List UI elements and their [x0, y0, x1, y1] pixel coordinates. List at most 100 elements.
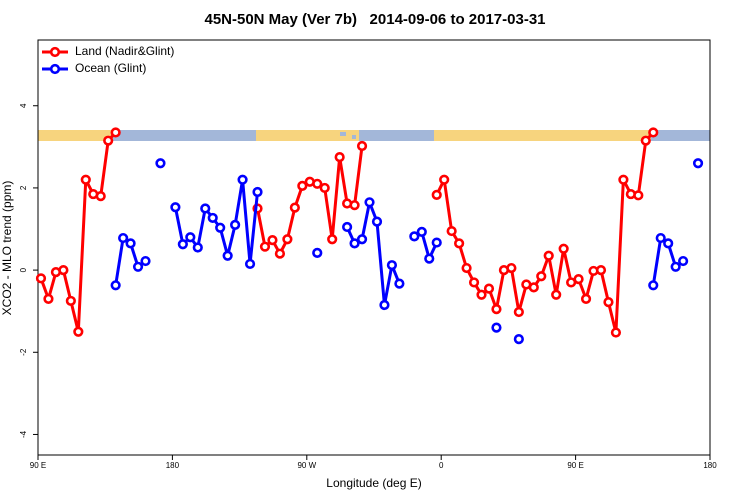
data-point	[267, 235, 278, 246]
data-point	[454, 238, 465, 249]
series	[35, 127, 659, 338]
series	[110, 158, 704, 345]
series-line	[435, 131, 655, 335]
data-point	[80, 174, 91, 185]
data-point	[192, 242, 203, 253]
data-point	[379, 299, 390, 311]
series-line	[173, 178, 260, 266]
data-point	[297, 180, 308, 191]
data-point	[573, 274, 584, 285]
x-tick-label: 180	[703, 461, 717, 470]
data-point	[551, 289, 562, 300]
y-tick-label: 4	[19, 103, 28, 108]
data-point	[327, 234, 338, 245]
data-point	[431, 237, 442, 248]
data-point	[215, 222, 226, 233]
data-point	[580, 293, 592, 304]
data-point	[110, 127, 121, 138]
x-tick-label: 90 E	[567, 461, 583, 470]
data-point	[603, 297, 614, 308]
data-point	[73, 326, 84, 337]
data-point	[513, 306, 524, 318]
legend-marker	[49, 46, 61, 58]
data-point	[356, 140, 368, 152]
data-point	[663, 238, 674, 249]
x-tick-label: 90 W	[297, 461, 316, 470]
y-axis-label: XCO2 - MLO trend (ppm)	[0, 181, 14, 316]
data-point	[103, 135, 114, 146]
chart-title: 45N-50N May (Ver 7b) 2014-09-06 to 2017-…	[204, 11, 545, 28]
data-point	[476, 289, 487, 300]
data-point	[513, 334, 524, 345]
data-point	[274, 248, 286, 259]
data-point	[155, 158, 166, 169]
data-point	[595, 264, 607, 276]
map-strip	[38, 130, 710, 141]
x-axis-label: Longitude (deg E)	[326, 476, 421, 490]
data-point	[125, 238, 136, 249]
data-point	[170, 202, 181, 213]
data-point	[461, 262, 472, 274]
data-point	[558, 243, 569, 254]
data-point	[648, 280, 659, 291]
data-point	[431, 189, 442, 201]
data-point	[312, 178, 323, 189]
plot-frame	[37, 39, 711, 456]
data-point	[349, 200, 360, 211]
data-point	[349, 238, 360, 249]
data-point	[618, 174, 629, 185]
data-point	[655, 232, 666, 244]
data-point	[386, 260, 398, 271]
data-point	[230, 219, 241, 231]
data-point	[483, 283, 495, 294]
data-point	[409, 231, 420, 242]
data-point	[446, 225, 457, 237]
data-point	[371, 216, 383, 227]
data-point	[259, 241, 271, 252]
data-point	[543, 250, 554, 261]
data-point	[65, 295, 76, 307]
y-tick-label: 2	[19, 185, 28, 190]
data-point	[289, 202, 300, 213]
y-tick-label: 0	[19, 267, 28, 272]
data-point	[342, 221, 353, 233]
data-point	[678, 255, 689, 267]
data-point	[528, 282, 539, 293]
y-tick-label: -2	[19, 348, 28, 356]
data-point	[132, 261, 144, 272]
data-point	[185, 232, 196, 243]
series-line	[345, 200, 401, 307]
data-point	[319, 182, 330, 194]
data-point	[394, 278, 405, 289]
data-point	[200, 203, 211, 214]
legend-marker	[49, 63, 61, 75]
data-point	[35, 273, 47, 284]
data-point	[610, 327, 622, 338]
data-point	[177, 239, 188, 250]
data-point	[207, 212, 218, 224]
data-point	[692, 158, 704, 169]
data-point	[506, 262, 517, 274]
data-point	[670, 261, 681, 272]
data-point	[491, 304, 502, 315]
data-point	[95, 191, 106, 202]
data-point	[468, 277, 480, 288]
legend-label: Land (Nadir&Glint)	[75, 44, 174, 58]
x-tick-label: 180	[166, 461, 180, 470]
x-tick-label: 0	[439, 461, 444, 470]
data-point	[222, 250, 233, 261]
data-point	[252, 186, 263, 198]
data-point	[491, 322, 502, 333]
data-point	[439, 174, 450, 185]
data-point	[648, 127, 659, 138]
data-point	[110, 280, 121, 291]
data-point	[416, 226, 427, 237]
data-point	[640, 135, 651, 146]
data-point	[633, 190, 644, 201]
data-point	[312, 247, 323, 258]
legend-label: Ocean (Glint)	[75, 61, 146, 75]
y-tick-label: -4	[19, 430, 28, 438]
data-point	[334, 152, 345, 163]
data-point	[237, 174, 248, 185]
